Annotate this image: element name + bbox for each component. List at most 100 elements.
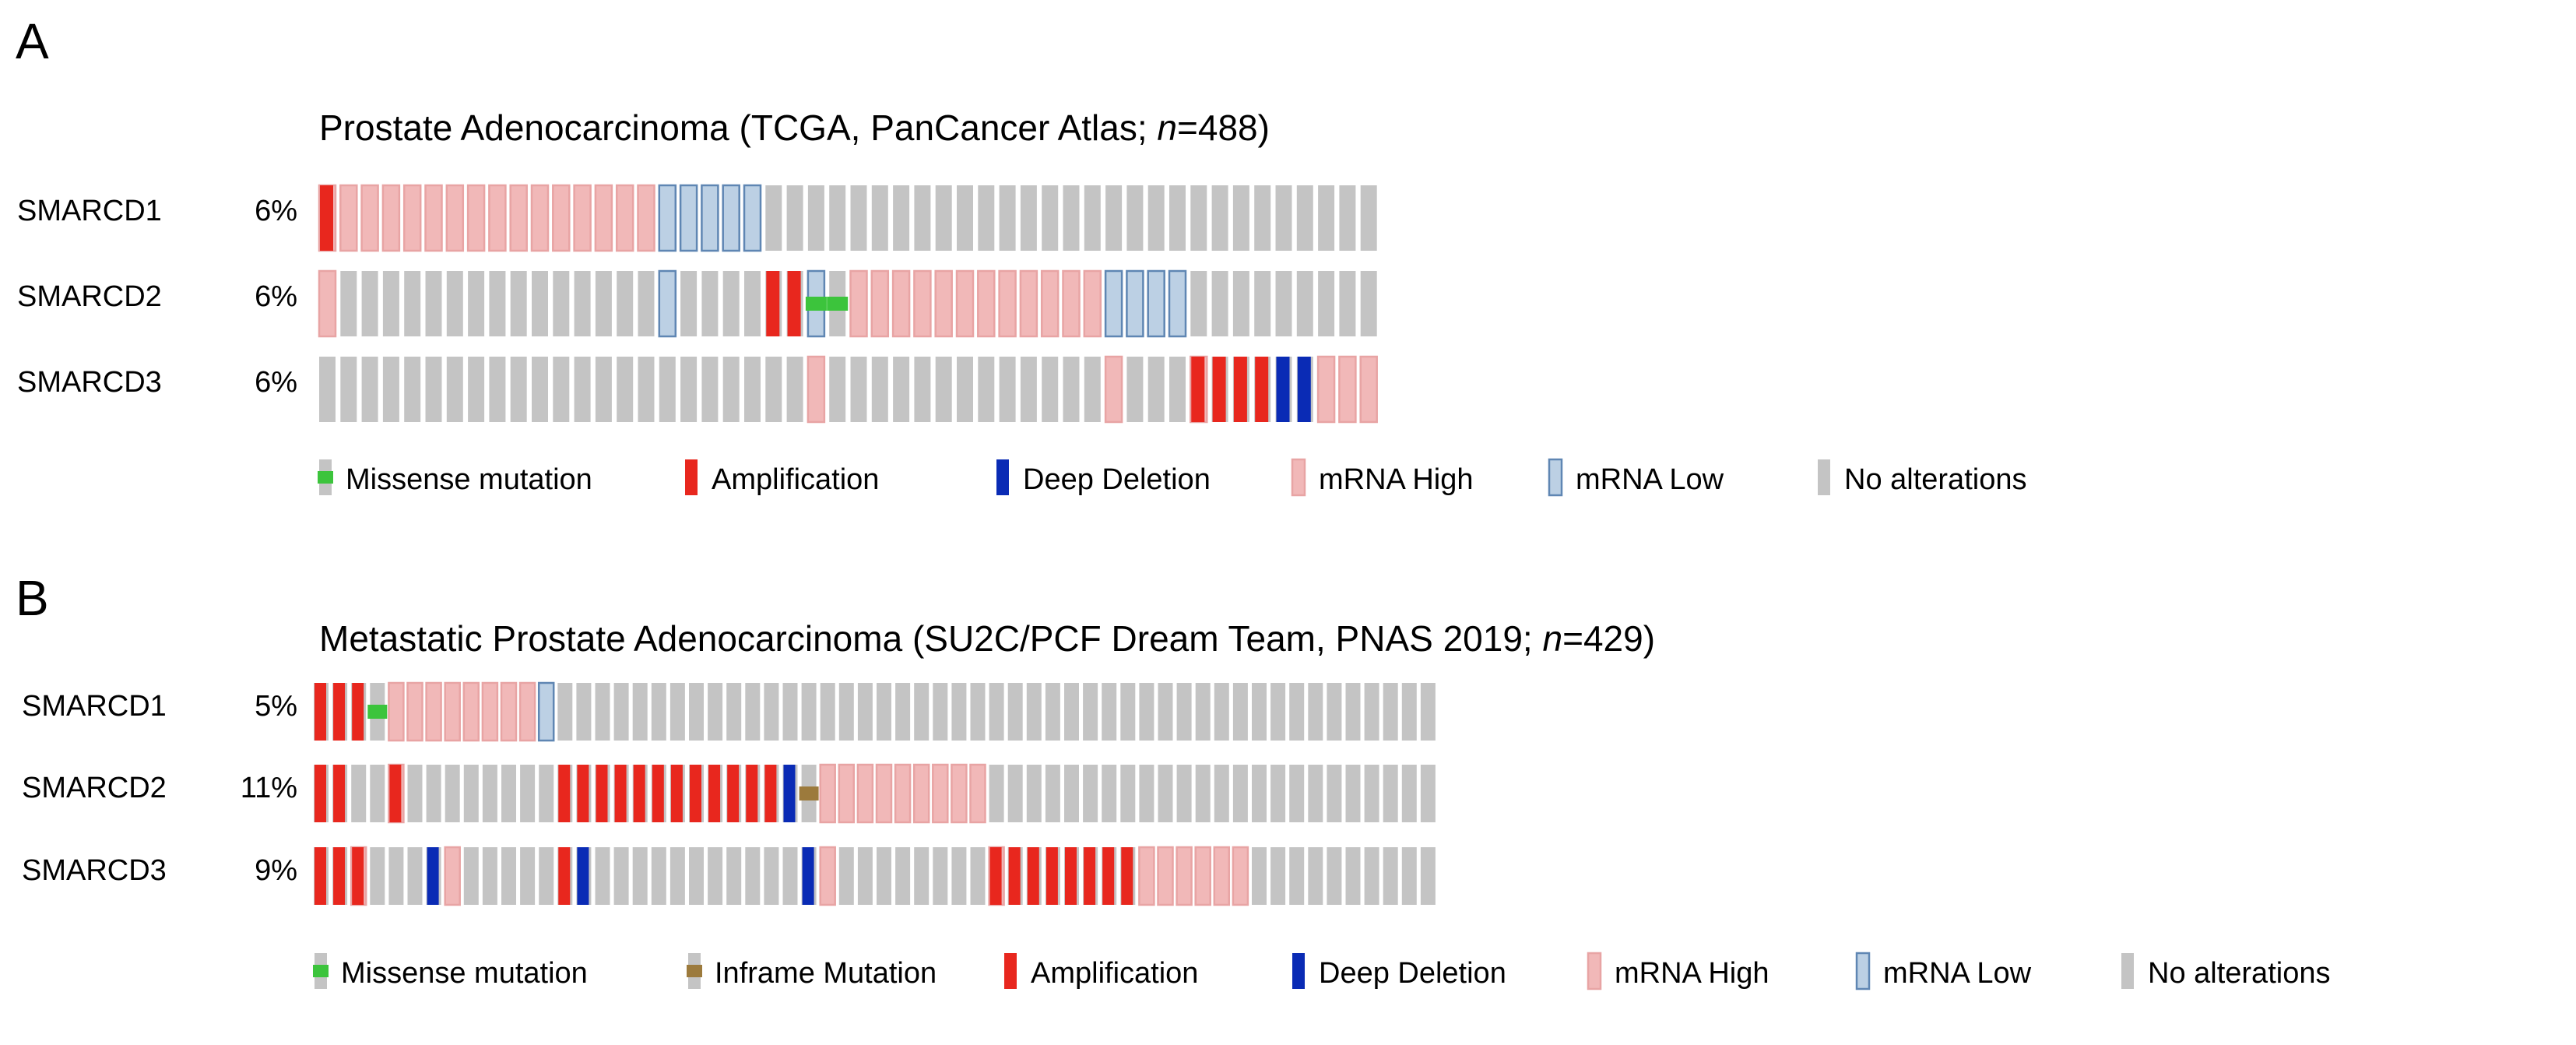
sample-cell-a-smarcd2-7 xyxy=(468,271,485,336)
alteration-percent: 5% xyxy=(255,690,297,723)
amplification-mark xyxy=(633,765,645,822)
panel-a-oncoprint: SMARCD1 6% SMARCD2 6% SMARCD3 6% xyxy=(17,184,1378,424)
sample-cell-b-smarcd1-22 xyxy=(726,683,742,741)
sample-cell-b-smarcd3-34 xyxy=(951,847,967,905)
legend-swatch-high xyxy=(1587,952,1602,990)
alteration-percent: 6% xyxy=(255,366,297,399)
sample-cell-b-smarcd1-51 xyxy=(1270,683,1286,741)
legend-label-high: mRNA High xyxy=(1319,463,1474,496)
sample-cell-a-smarcd3-5 xyxy=(425,357,442,422)
sample-cell-b-smarcd3-21 xyxy=(708,847,723,905)
sample-cell-b-smarcd2-7 xyxy=(445,765,460,822)
sample-cell-b-smarcd3-19 xyxy=(669,847,685,905)
sample-cell-a-smarcd3-40 xyxy=(1169,357,1186,422)
sample-cell-a-smarcd1-5 xyxy=(424,184,443,252)
sample-cell-a-smarcd1-3 xyxy=(381,184,401,252)
sample-cell-a-smarcd2-17 xyxy=(680,271,698,336)
sample-cell-a-smarcd2-35 xyxy=(1062,269,1081,338)
sample-cell-a-smarcd3-1 xyxy=(340,357,357,422)
sample-cell-a-smarcd3-13 xyxy=(595,357,612,422)
sample-cell-a-smarcd2-0 xyxy=(318,269,337,338)
amplification-mark xyxy=(352,847,364,905)
sample-cell-b-smarcd3-33 xyxy=(933,847,948,905)
sample-cell-a-smarcd2-42 xyxy=(1211,271,1228,336)
sample-cell-b-smarcd3-52 xyxy=(1289,847,1305,905)
sample-cell-a-smarcd1-48 xyxy=(1339,185,1356,251)
sample-cell-a-smarcd3-26 xyxy=(871,357,888,422)
panel-a-legend: Missense mutation Amplification Deep Delet… xyxy=(318,458,2026,497)
sample-cell-b-smarcd2-31 xyxy=(894,763,912,824)
sample-cell-b-smarcd2-9 xyxy=(482,765,497,822)
sample-cell-b-smarcd3-23 xyxy=(745,847,761,905)
sample-cell-a-smarcd3-38 xyxy=(1126,357,1144,422)
amplification-mark xyxy=(614,765,627,822)
panel-a-title-n: n xyxy=(1157,107,1177,148)
sample-cell-b-smarcd3-44 xyxy=(1138,846,1155,906)
sample-cell-b-smarcd2-36 xyxy=(989,765,1004,822)
sample-cell-b-smarcd3-48 xyxy=(1213,846,1231,906)
sample-cell-a-smarcd2-38 xyxy=(1126,269,1144,338)
sample-cell-b-smarcd3-22 xyxy=(726,847,742,905)
sample-cell-a-smarcd3-29 xyxy=(935,357,952,422)
sample-cell-a-smarcd2-45 xyxy=(1275,271,1292,336)
sample-cell-b-smarcd1-38 xyxy=(1026,683,1042,741)
sample-cell-a-smarcd2-8 xyxy=(489,271,506,336)
sample-cell-a-smarcd3-25 xyxy=(850,357,867,422)
legend-swatch-mark-inframe xyxy=(687,965,702,977)
sample-cell-a-smarcd2-27 xyxy=(891,269,911,338)
legend-swatch-mark-amp xyxy=(685,459,698,495)
sample-cell-a-smarcd1-15 xyxy=(637,184,655,252)
sample-cell-b-smarcd2-51 xyxy=(1270,765,1286,822)
amplification-mark xyxy=(1065,847,1077,905)
sample-cell-a-smarcd2-49 xyxy=(1360,271,1377,336)
sample-cell-a-smarcd3-9 xyxy=(510,357,527,422)
sample-cell-a-smarcd2-12 xyxy=(574,271,591,336)
sample-cell-a-smarcd2-19 xyxy=(722,271,740,336)
sample-cell-a-smarcd2-2 xyxy=(361,271,378,336)
legend-swatch-mark-del xyxy=(996,459,1009,495)
sample-cell-b-smarcd2-33 xyxy=(932,763,949,824)
amplification-mark xyxy=(1233,357,1247,422)
sample-cell-b-smarcd2-46 xyxy=(1176,765,1192,822)
sample-cell-b-smarcd3-50 xyxy=(1252,847,1267,905)
panel-b-title: Metastatic Prostate Adenocarcinoma (SU2C… xyxy=(319,618,1655,659)
sample-cell-b-smarcd2-50 xyxy=(1252,765,1267,822)
sample-cell-b-smarcd3-57 xyxy=(1383,847,1398,905)
sample-cell-a-smarcd3-34 xyxy=(1042,357,1059,422)
sample-cell-a-smarcd1-14 xyxy=(615,184,634,252)
legend-label-del: Deep Deletion xyxy=(1023,463,1211,496)
amplification-mark xyxy=(558,765,571,822)
sample-cell-b-smarcd2-10 xyxy=(501,765,516,822)
sample-cell-b-smarcd1-21 xyxy=(708,683,723,741)
sample-cell-b-smarcd3-51 xyxy=(1270,847,1286,905)
legend-label-amp: Amplification xyxy=(712,463,879,496)
sample-cell-b-smarcd2-2 xyxy=(351,765,367,822)
sample-cell-b-smarcd3-53 xyxy=(1308,847,1323,905)
sample-cell-a-smarcd3-12 xyxy=(574,357,591,422)
sample-cell-b-smarcd1-40 xyxy=(1064,683,1079,741)
sample-cell-b-smarcd1-55 xyxy=(1345,683,1361,741)
gene-label: SMARCD1 xyxy=(17,195,162,227)
panel-b-label: B xyxy=(16,570,49,626)
sample-cell-a-smarcd3-2 xyxy=(361,357,378,422)
amplification-mark xyxy=(315,683,326,741)
inframe-mutation-mark xyxy=(799,786,819,800)
sample-cell-b-smarcd2-52 xyxy=(1289,765,1305,822)
gene-label: SMARCD1 xyxy=(22,690,167,723)
amplification-mark xyxy=(670,765,683,822)
sample-cell-a-smarcd1-38 xyxy=(1126,185,1144,251)
sample-cell-b-smarcd2-40 xyxy=(1064,765,1079,822)
legend-swatch-mark-missense xyxy=(318,471,333,484)
sample-cell-b-smarcd3-3 xyxy=(370,847,385,905)
sample-cell-b-smarcd3-25 xyxy=(782,847,798,905)
legend-label-inframe: Inframe Mutation xyxy=(715,957,937,990)
sample-cell-a-smarcd2-11 xyxy=(553,271,570,336)
sample-cell-a-smarcd3-24 xyxy=(829,357,846,422)
sample-cell-a-smarcd1-43 xyxy=(1232,185,1249,251)
sample-cell-b-smarcd1-13 xyxy=(557,683,573,741)
sample-cell-a-smarcd3-18 xyxy=(701,357,719,422)
amplification-mark xyxy=(989,847,1002,905)
sample-cell-a-smarcd3-47 xyxy=(1316,355,1336,424)
sample-cell-a-smarcd1-33 xyxy=(1020,185,1037,251)
sample-cell-a-smarcd3-37 xyxy=(1104,355,1123,424)
